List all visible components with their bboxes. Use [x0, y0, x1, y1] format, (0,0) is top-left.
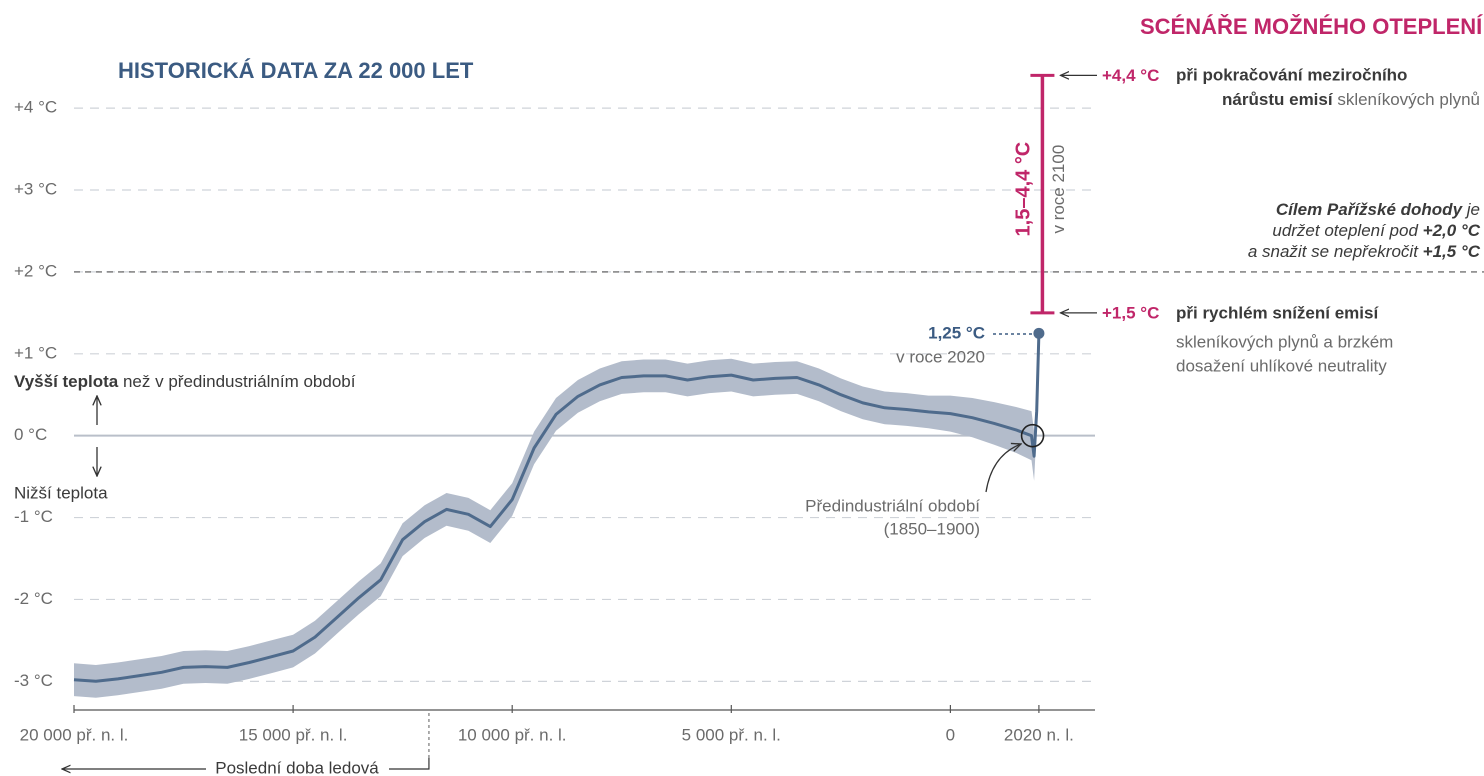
high-label: +4,4 °C: [1102, 66, 1159, 85]
y-tick-label: 0 °C: [14, 425, 47, 444]
preindustrial-marker: [1020, 423, 1045, 448]
uncertainty-band: [74, 329, 1039, 698]
y-tick-label: +3 °C: [14, 180, 57, 199]
preindustrial-sublabel: (1850–1900): [884, 519, 980, 538]
high-text-bold: nárůstu emisí: [1222, 90, 1334, 109]
y-tick-label: +1 °C: [14, 343, 57, 362]
ice-age-label: Poslední doba ledová: [215, 758, 379, 776]
paris-rest-3: a snažit se nepřekročit: [1248, 242, 1423, 261]
y-tick-label: +4 °C: [14, 98, 57, 117]
high-text-rest: skleníkových plynů: [1333, 90, 1480, 109]
range-label: 1,5–4,4 °C: [1013, 142, 1035, 237]
temperature-line: [73, 333, 1041, 683]
above-label-bold: Vyšší teplota: [14, 372, 119, 391]
x-tick-label: 2020 n. l.: [1004, 725, 1074, 744]
x-tick-label: 10 000 př. n. l.: [458, 725, 567, 744]
current-dot: [1033, 327, 1045, 339]
x-tick-label: 15 000 př. n. l.: [239, 725, 348, 744]
paris-text-2: udržet oteplení pod +2,0 °C: [1272, 221, 1480, 240]
x-tick-label: 20 000 př. n. l.: [20, 725, 129, 744]
chart-title: HISTORICKÁ DATA ZA 22 000 LET: [118, 58, 474, 83]
x-tick-label: 0: [946, 725, 955, 744]
scenario-title: SCÉNÁŘE MOŽNÉHO OTEPLENÍ: [1140, 14, 1483, 39]
high-text: při pokračování meziročního: [1176, 65, 1407, 84]
paris-rest: je: [1462, 200, 1480, 219]
y-tick-label: +2 °C: [14, 261, 57, 280]
y-tick-label: -3 °C: [14, 671, 53, 690]
low-label: +1,5 °C: [1102, 303, 1159, 322]
high-text-2: nárůstu emisí skleníkových plynů: [1222, 90, 1480, 109]
grid: [73, 107, 1484, 758]
low-text: při rychlém snížení emisí: [1176, 303, 1379, 322]
paris-value-2: +2,0 °C: [1423, 221, 1481, 240]
paris-bold: Cílem Pařížské dohody: [1276, 200, 1464, 219]
below-label: Nižší teplota: [14, 483, 108, 502]
plot: [73, 329, 1041, 698]
low-text-2: skleníkových plynů a brzkém: [1176, 332, 1393, 351]
paris-text-1: Cílem Pařížské dohody je: [1276, 200, 1480, 219]
paris-text-3: a snažit se nepřekročit +1,5 °C: [1248, 242, 1481, 261]
range-sublabel: v roce 2100: [1049, 145, 1068, 234]
paris-value-3: +1,5 °C: [1423, 242, 1481, 261]
preindustrial-label: Předindustriální období: [805, 496, 980, 515]
x-tick-label: 5 000 př. n. l.: [682, 725, 781, 744]
current-label: 1,25 °C: [928, 323, 985, 342]
current-sublabel: v roce 2020: [896, 347, 985, 366]
y-tick-label: -1 °C: [14, 507, 53, 526]
y-tick-label: -2 °C: [14, 589, 53, 608]
above-label: Vyšší teplota než v předindustriálním ob…: [14, 372, 356, 391]
preindustrial-arrow: [985, 444, 1021, 493]
low-text-3: dosažení uhlíkové neutrality: [1176, 356, 1387, 375]
paris-rest-2: udržet oteplení pod: [1272, 221, 1422, 240]
ice-age-bracket: [389, 758, 430, 770]
above-label-rest: než v předindustriálním období: [118, 372, 355, 391]
